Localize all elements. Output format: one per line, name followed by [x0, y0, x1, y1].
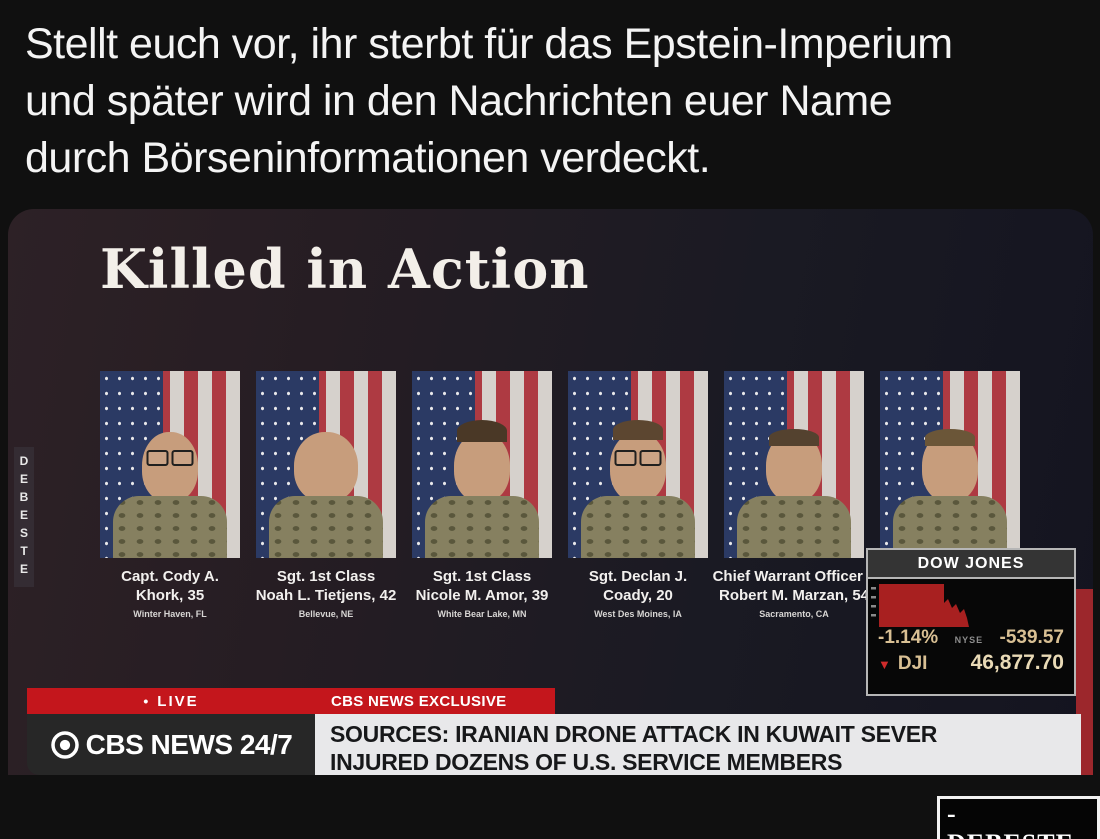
- ticker-exchange: NYSE: [954, 635, 984, 645]
- soldier-caption: Sgt. Declan J. Coady, 20 West Des Moines…: [538, 567, 738, 620]
- soldier-caption: Sgt. 1st Class Noah L. Tietjens, 42 Bell…: [226, 567, 426, 620]
- headline-line2: INJURED DOZENS OF U.S. SERVICE MEMBERS: [330, 749, 843, 775]
- soldier-silhouette: [142, 432, 198, 502]
- side-watermark: DEBESTE: [14, 447, 34, 587]
- ticker-change-row: -1.14% NYSE -539.57: [868, 627, 1074, 649]
- meme-caption-line: Stellt euch vor, ihr sterbt für das Epst…: [25, 20, 953, 68]
- soldier-name: Khork, 35: [135, 587, 205, 604]
- soldier-uniform: [737, 496, 851, 558]
- news-screenshot: Killed in Action DEBESTE: [8, 209, 1093, 775]
- headline-line1: SOURCES: IRANIAN DRONE ATTACK IN KUWAIT …: [330, 721, 938, 747]
- soldier-photo: [880, 371, 1020, 558]
- ticker-symbol: DJI: [897, 653, 928, 674]
- ticker-change-percent: -1.14%: [878, 627, 939, 648]
- soldier-name: Coady, 20: [603, 587, 673, 604]
- broadcast-title: Killed in Action: [100, 237, 590, 301]
- soldier-photo: [724, 371, 864, 558]
- soldier-caption: Sgt. 1st Class Nicole M. Amor, 39 White …: [382, 567, 582, 620]
- live-bullet-icon: •: [143, 693, 149, 709]
- debeste-watermark: -DEBESTE-: [937, 796, 1100, 839]
- exclusive-badge: CBS NEWS EXCLUSIVE: [315, 688, 555, 714]
- soldier-hair: [925, 429, 975, 446]
- soldier-rank: Sgt. 1st Class: [276, 568, 376, 585]
- soldier-silhouette: [610, 432, 666, 502]
- soldier-rank: Sgt. Declan J.: [588, 568, 688, 585]
- soldier-uniform: [425, 496, 539, 558]
- soldier-silhouette: [294, 432, 358, 502]
- meme-caption-line: durch Börseninformationen verdeckt.: [25, 134, 711, 182]
- live-label: LIVE: [157, 692, 199, 710]
- live-badge: • LIVE: [27, 688, 315, 714]
- soldier-silhouette: [454, 432, 510, 502]
- down-arrow-icon: ▼: [878, 657, 891, 672]
- soldier-hair: [769, 429, 819, 446]
- soldier-uniform: [269, 496, 383, 558]
- soldier-location: Bellevue, NE: [298, 609, 354, 619]
- soldier-rank: Sgt. 1st Class: [432, 568, 532, 585]
- soldier-caption: Chief Warrant Officer 3 Robert M. Marzan…: [694, 567, 894, 620]
- glasses-icon: [146, 450, 194, 466]
- headline-banner: SOURCES: IRANIAN DRONE ATTACK IN KUWAIT …: [315, 714, 1081, 775]
- soldier-uniform: [113, 496, 227, 558]
- glasses-icon: [614, 450, 662, 466]
- soldier-name: Nicole M. Amor, 39: [415, 587, 549, 604]
- meme-caption-line: und später wird in den Nachrichten euer …: [25, 77, 893, 125]
- soldier-location: Sacramento, CA: [759, 609, 829, 619]
- ticker-title: DOW JONES: [868, 550, 1074, 579]
- soldier-location: Winter Haven, FL: [133, 609, 207, 619]
- soldier-location: White Bear Lake, MN: [437, 609, 527, 619]
- soldier-hair: [613, 420, 663, 440]
- ticker-change-points: -539.57: [999, 627, 1064, 648]
- dow-jones-ticker: DOW JONES -1.14% NYSE -539.57 ▼ DJI 46,8…: [866, 548, 1076, 696]
- meme-caption: Stellt euch vor, ihr sterbt für das Epst…: [25, 16, 953, 187]
- channel-bug: CBS NEWS 24/7: [27, 714, 315, 775]
- soldier-name: Noah L. Tietjens, 42: [255, 587, 397, 604]
- soldier-photo: [568, 371, 708, 558]
- soldier-caption: Capt. Cody A. Khork, 35 Winter Haven, FL: [70, 567, 270, 620]
- soldier-uniform: [893, 496, 1007, 558]
- soldier-rank: Chief Warrant Officer 3: [712, 568, 876, 585]
- soldier-photo: [256, 371, 396, 558]
- soldier-location: West Des Moines, IA: [594, 609, 682, 619]
- soldier-photo: [412, 371, 552, 558]
- soldier-uniform: [581, 496, 695, 558]
- soldier-photo: [100, 371, 240, 558]
- ticker-last-value: 46,877.70: [970, 651, 1064, 674]
- ticker-value-row: ▼ DJI 46,877.70: [868, 651, 1074, 675]
- stock-chart-icon: [871, 584, 969, 627]
- soldier-hair: [457, 420, 507, 442]
- soldier-rank: Capt. Cody A.: [121, 568, 219, 585]
- soldier-name: Robert M. Marzan, 54: [718, 587, 870, 604]
- channel-name: CBS NEWS 24/7: [85, 728, 293, 760]
- cbs-eye-icon: [50, 730, 79, 759]
